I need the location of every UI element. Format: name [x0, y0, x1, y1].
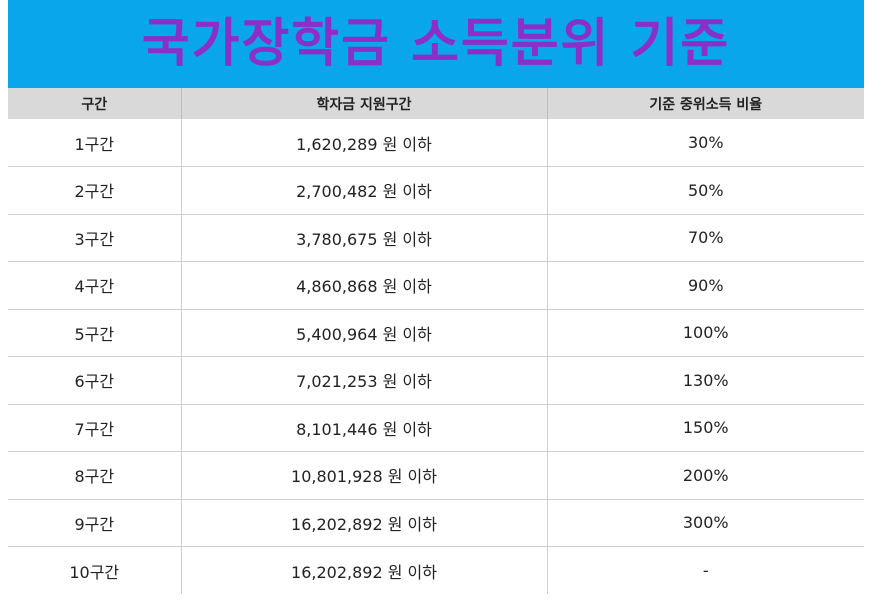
- table-row: 10구간 16,202,892 원 이하 -: [8, 546, 864, 594]
- ratio-cell: 30%: [687, 133, 724, 152]
- amount-cell: 16,202,892 원 이하: [181, 546, 548, 594]
- section-cell: 2구간: [8, 166, 182, 214]
- column-header-support-bracket: 학자금 지원구간: [181, 88, 548, 119]
- ratio-cell: -: [547, 546, 864, 594]
- amount-cell: 10,801,928 원 이하: [181, 451, 548, 499]
- title-banner: 국가장학금 소득분위 기준: [0, 0, 870, 88]
- table-row: 2구간 2,700,482 원 이하 50%: [8, 166, 864, 214]
- ratio-cell: 90%: [547, 261, 864, 309]
- amount-cell: 3,780,675 원 이하: [181, 213, 548, 262]
- section-cell: 5구간: [8, 308, 182, 357]
- table-header: 구간 학자금 지원구간 기준 중위소득 비율: [8, 88, 864, 119]
- amount-cell: 8,101,446 원 이하: [181, 403, 548, 452]
- table-row: 8구간 10,801,928 원 이하 200%: [8, 451, 864, 499]
- table-row: 4구간 4,860,868 원 이하 90%: [8, 261, 864, 309]
- section-cell: 8구간: [8, 451, 182, 499]
- ratio-cell: 200%: [547, 451, 864, 499]
- section-cell: 4구간: [8, 261, 182, 309]
- section-cell: 3구간: [8, 213, 182, 262]
- ratio-cell: 70%: [547, 213, 864, 262]
- amount-cell: 1,620,289 원 이하: [181, 119, 548, 167]
- amount-cell: 7,021,253 원 이하: [181, 356, 548, 404]
- header-row: 구간 학자금 지원구간 기준 중위소득 비율: [8, 88, 864, 119]
- table-row: 6구간 7,021,253 원 이하 130%: [8, 356, 864, 404]
- amount-cell: 4,860,868 원 이하: [181, 261, 548, 309]
- amount-cell: 16,202,892 원 이하: [181, 498, 548, 547]
- section-cell: 10구간: [8, 546, 182, 594]
- table-row: 3구간 3,780,675 원 이하 70%: [8, 213, 864, 262]
- section-cell: 6구간: [8, 356, 182, 404]
- table-row: 9구간 16,202,892 원 이하 300%: [8, 498, 864, 547]
- amount-cell: 5,400,964 원 이하: [181, 308, 548, 357]
- table-row: 1구간 1,620,289 원 이하 30%: [8, 119, 864, 167]
- ratio-cell: 130%: [547, 356, 864, 404]
- ratio-cell: 50%: [547, 166, 864, 214]
- income-bracket-table: 구간 학자금 지원구간 기준 중위소득 비율 1구간 1,620,289 원 이…: [8, 88, 864, 594]
- ratio-cell: 150%: [547, 403, 864, 452]
- column-header-median-income-ratio: 기준 중위소득 비율: [547, 88, 864, 119]
- section-cell: 7구간: [8, 403, 182, 452]
- table-row: 5구간 5,400,964 원 이하 100%: [8, 308, 864, 357]
- section-cell: 9구간: [8, 498, 182, 547]
- page-title: 국가장학금 소득분위 기준: [141, 14, 731, 74]
- table-row: 7구간 8,101,446 원 이하 150%: [8, 403, 864, 452]
- amount-cell: 2,700,482 원 이하: [181, 166, 548, 214]
- ratio-cell: 300%: [547, 498, 864, 547]
- column-header-section: 구간: [8, 88, 182, 119]
- table-body: 1구간 1,620,289 원 이하 30% 2구간 2,700,482 원 이…: [8, 119, 864, 594]
- ratio-cell: 100%: [547, 308, 864, 357]
- section-cell: 1구간: [8, 119, 182, 167]
